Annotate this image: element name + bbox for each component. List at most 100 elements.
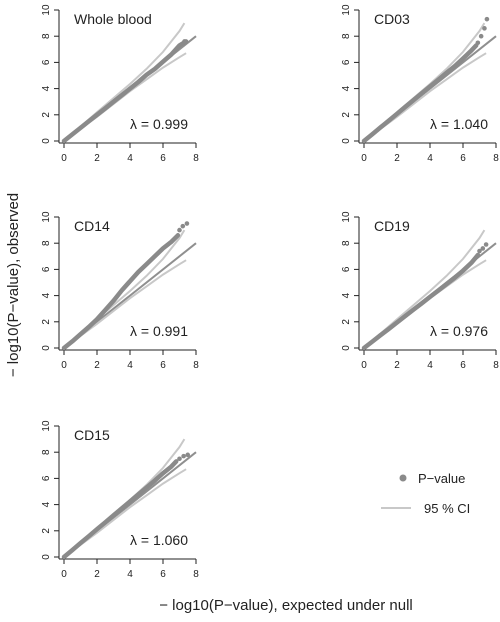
y-tick-label: 6 bbox=[41, 475, 52, 481]
y-tick-label: 0 bbox=[341, 138, 352, 144]
x-tick-label: 2 bbox=[94, 360, 100, 371]
x-tick-label: 8 bbox=[193, 360, 199, 371]
y-tick-label: 10 bbox=[41, 4, 52, 16]
qq-panel: 0 2 4 6 8 0 2 4 6 8 10 CD03 λ = 1.040 bbox=[341, 4, 499, 164]
y-tick-label: 4 bbox=[41, 292, 52, 298]
x-tick-label: 4 bbox=[127, 569, 133, 580]
lambda-label: λ = 0.991 bbox=[130, 323, 188, 339]
x-tick-label: 2 bbox=[394, 360, 400, 371]
p-value-points bbox=[61, 233, 181, 351]
p-value-point bbox=[182, 39, 187, 44]
y-tick-label: 2 bbox=[341, 319, 352, 325]
y-tick-label: 0 bbox=[341, 345, 352, 351]
x-tick-label: 2 bbox=[94, 569, 100, 580]
y-tick-label: 4 bbox=[341, 292, 352, 298]
y-tick-label: 8 bbox=[41, 33, 52, 39]
p-value-points bbox=[61, 459, 179, 560]
p-value-point bbox=[484, 16, 490, 22]
x-tick-label: 8 bbox=[493, 153, 499, 164]
p-value-point bbox=[477, 248, 482, 254]
p-value-point bbox=[177, 456, 182, 462]
p-value-point bbox=[177, 227, 182, 233]
legend: P−value 95 % CI bbox=[381, 471, 470, 516]
y-axis-label: − log10(P−value), observed bbox=[5, 193, 22, 377]
ci-lower-line bbox=[63, 259, 187, 349]
panel-title: CD03 bbox=[374, 11, 410, 27]
x-tick-label: 0 bbox=[361, 360, 367, 371]
y-tick-label: 2 bbox=[341, 112, 352, 118]
x-tick-label: 8 bbox=[493, 360, 499, 371]
panel-title: Whole blood bbox=[74, 11, 152, 27]
legend-ci-label: 95 % CI bbox=[424, 501, 470, 516]
y-tick-label: 10 bbox=[341, 211, 352, 223]
qq-panel: 0 2 4 6 8 0 2 4 6 8 10 CD19 λ = 0.976 bbox=[341, 211, 499, 371]
p-value-points bbox=[361, 252, 481, 351]
ci-lower-line bbox=[63, 468, 187, 558]
x-tick-label: 8 bbox=[193, 569, 199, 580]
x-tick-label: 2 bbox=[94, 153, 100, 164]
y-tick-label: 4 bbox=[41, 501, 52, 507]
ci-upper-line bbox=[363, 229, 486, 349]
p-value-point bbox=[180, 223, 186, 229]
p-value-point bbox=[184, 221, 190, 226]
panel-title: CD19 bbox=[374, 218, 410, 234]
y-tick-label: 6 bbox=[41, 59, 52, 65]
y-tick-label: 0 bbox=[41, 138, 52, 144]
x-tick-label: 4 bbox=[427, 360, 433, 371]
y-tick-label: 2 bbox=[41, 319, 52, 325]
x-tick-label: 6 bbox=[460, 360, 466, 371]
x-tick-label: 0 bbox=[61, 153, 67, 164]
y-tick-label: 0 bbox=[41, 345, 52, 351]
panels: 0 2 4 6 8 0 2 4 6 8 10 Whole blood λ = 0.999 0 2 4 6 8 0 2 4… bbox=[41, 4, 499, 580]
p-value-point bbox=[181, 453, 186, 459]
y-tick-label: 6 bbox=[341, 266, 352, 272]
x-tick-label: 0 bbox=[61, 569, 67, 580]
y-tick-label: 6 bbox=[341, 59, 352, 65]
legend-point-marker bbox=[399, 474, 407, 482]
p-value-point bbox=[480, 246, 486, 251]
p-value-point bbox=[478, 33, 484, 39]
y-tick-label: 2 bbox=[41, 112, 52, 118]
p-value-points bbox=[361, 43, 479, 144]
x-tick-label: 4 bbox=[127, 360, 133, 371]
x-axis-label: − log10(P−value), expected under null bbox=[159, 597, 413, 614]
x-tick-label: 6 bbox=[160, 153, 166, 164]
x-tick-label: 6 bbox=[160, 569, 166, 580]
p-value-points bbox=[61, 39, 189, 144]
y-tick-label: 8 bbox=[41, 449, 52, 455]
x-tick-label: 6 bbox=[160, 360, 166, 371]
qq-panel: 0 2 4 6 8 0 2 4 6 8 10 Whole blood λ = 0.999 bbox=[41, 4, 199, 164]
p-value-point bbox=[483, 242, 489, 247]
x-tick-label: 0 bbox=[61, 360, 67, 371]
lambda-label: λ = 1.060 bbox=[130, 532, 188, 548]
y-tick-label: 8 bbox=[341, 33, 352, 39]
lambda-label: λ = 0.999 bbox=[130, 116, 188, 132]
x-tick-label: 4 bbox=[127, 153, 133, 164]
y-tick-label: 10 bbox=[41, 211, 52, 223]
p-value-point bbox=[185, 452, 191, 458]
y-tick-label: 0 bbox=[41, 554, 52, 560]
x-tick-label: 2 bbox=[394, 153, 400, 164]
p-value-point bbox=[482, 26, 487, 31]
x-tick-label: 0 bbox=[361, 153, 367, 164]
lambda-label: λ = 0.976 bbox=[430, 323, 488, 339]
y-tick-label: 8 bbox=[341, 240, 352, 246]
x-tick-label: 4 bbox=[427, 153, 433, 164]
y-tick-label: 2 bbox=[41, 528, 52, 534]
x-tick-label: 8 bbox=[193, 153, 199, 164]
p-value-point bbox=[475, 40, 481, 46]
qq-panel: 0 2 4 6 8 0 2 4 6 8 10 CD14 λ = 0.991 bbox=[41, 211, 199, 371]
y-tick-label: 4 bbox=[341, 85, 352, 91]
panel-title: CD15 bbox=[74, 427, 110, 443]
legend-point-label: P−value bbox=[418, 471, 465, 486]
x-tick-label: 6 bbox=[460, 153, 466, 164]
y-tick-label: 10 bbox=[41, 420, 52, 432]
y-tick-label: 10 bbox=[341, 4, 352, 16]
ci-lower-line bbox=[363, 52, 487, 142]
panel-title: CD14 bbox=[74, 218, 110, 234]
y-tick-label: 6 bbox=[41, 266, 52, 272]
lambda-label: λ = 1.040 bbox=[430, 116, 488, 132]
y-tick-label: 8 bbox=[41, 240, 52, 246]
y-tick-label: 4 bbox=[41, 85, 52, 91]
